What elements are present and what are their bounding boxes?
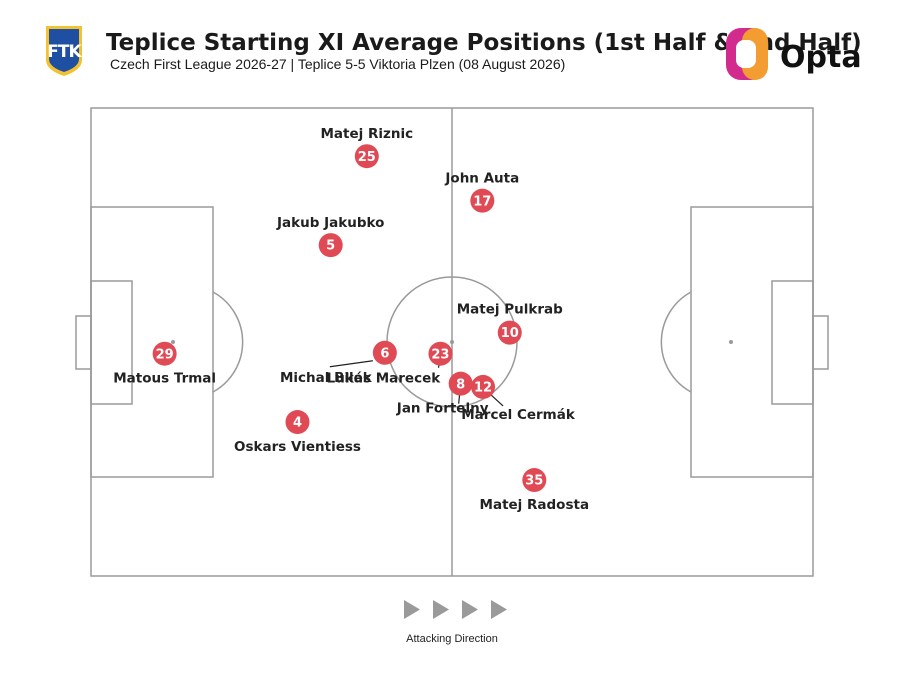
player-dot bbox=[354, 144, 379, 169]
direction-arrow-icon bbox=[433, 600, 449, 619]
player-name: Lukás Marecek bbox=[327, 371, 442, 387]
opta-mark-icon bbox=[726, 28, 768, 80]
player-marker: 4 Oskars Vientiess bbox=[234, 410, 361, 455]
player-number: 25 bbox=[358, 150, 376, 165]
left-penalty-arc bbox=[212, 291, 244, 393]
player-marker: 23 Lukás Marecek bbox=[327, 341, 453, 387]
player-name: John Auta bbox=[444, 171, 519, 187]
attacking-direction-label: Attacking Direction bbox=[406, 633, 498, 645]
player-dot bbox=[471, 374, 496, 399]
player-name: Matej Pulkrab bbox=[457, 302, 563, 318]
player-number: 6 bbox=[380, 346, 389, 361]
player-name: Marcel Cermák bbox=[461, 407, 576, 423]
player-marker: 5 Jakub Jakubko bbox=[276, 215, 384, 258]
player-marker: 35 Matej Radosta bbox=[480, 468, 590, 513]
player-marker: 10 Matej Pulkrab bbox=[457, 302, 563, 345]
left-penalty-spot bbox=[171, 340, 175, 344]
player-number: 23 bbox=[431, 347, 449, 362]
player-number: 35 bbox=[525, 474, 543, 489]
left-goal bbox=[75, 315, 92, 370]
direction-arrow-icon bbox=[404, 600, 420, 619]
club-badge-icon: FTK bbox=[46, 26, 84, 76]
player-dot bbox=[448, 371, 473, 396]
player-marker: 8 Jan Fortelny bbox=[396, 371, 489, 417]
player-dot bbox=[285, 410, 310, 435]
player-number: 29 bbox=[156, 347, 174, 362]
opta-logo: Opta bbox=[726, 28, 862, 80]
player-dot bbox=[372, 340, 397, 365]
player-marker: 25 Matej Riznic bbox=[320, 126, 413, 169]
player-dot bbox=[470, 188, 495, 213]
player-name: Oskars Vientiess bbox=[234, 439, 361, 455]
opta-logo-text: Opta bbox=[780, 40, 862, 75]
direction-arrow-icon bbox=[491, 600, 507, 619]
player-name: Michal Bilek bbox=[280, 370, 373, 386]
left-penalty-box bbox=[90, 206, 214, 478]
player-name: Matej Riznic bbox=[320, 126, 413, 142]
player-dot bbox=[428, 341, 453, 366]
player-marker: 17 John Auta bbox=[444, 171, 519, 213]
player-leader-line bbox=[329, 360, 373, 368]
players-layer: 25 Matej Riznic 17 John Auta 5 Jakub Jakubko 1… bbox=[113, 126, 589, 513]
chart-subtitle: Czech First League 2026-27 | Teplice 5-5… bbox=[110, 56, 565, 72]
player-number: 4 bbox=[293, 416, 302, 431]
player-leader-line bbox=[490, 394, 504, 407]
player-name: Matous Trmal bbox=[113, 371, 216, 387]
direction-arrow-icon bbox=[462, 600, 478, 619]
right-six-yard-box bbox=[771, 280, 814, 405]
player-name: Jakub Jakubko bbox=[276, 215, 384, 231]
player-number: 8 bbox=[456, 377, 465, 392]
player-dot bbox=[152, 341, 177, 366]
right-penalty-box bbox=[690, 206, 814, 478]
player-name: Matej Radosta bbox=[480, 497, 590, 513]
player-marker: 12 Marcel Cermák bbox=[461, 374, 576, 423]
player-name: Jan Fortelny bbox=[396, 401, 489, 417]
player-number: 5 bbox=[326, 239, 335, 254]
right-penalty-arc bbox=[660, 291, 692, 393]
player-number: 17 bbox=[473, 194, 491, 209]
player-marker: 6 Michal Bilek bbox=[280, 340, 397, 386]
player-number: 12 bbox=[474, 381, 492, 396]
club-badge-text: FTK bbox=[47, 42, 82, 62]
right-goal bbox=[812, 315, 829, 370]
player-marker: 29 Matous Trmal bbox=[113, 341, 216, 387]
player-dot bbox=[318, 233, 343, 258]
player-dot bbox=[497, 320, 522, 345]
centre-spot bbox=[450, 340, 454, 344]
player-number: 10 bbox=[501, 326, 519, 341]
attacking-direction: Attacking Direction bbox=[404, 600, 507, 645]
right-penalty-spot bbox=[729, 340, 733, 344]
player-dot bbox=[522, 468, 547, 493]
